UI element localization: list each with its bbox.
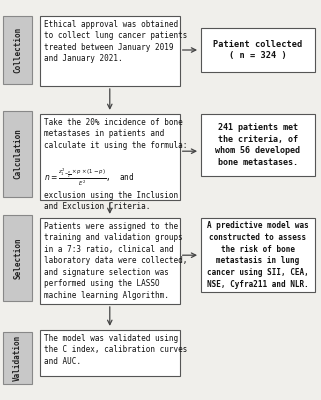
- Text: 241 patients met
the criteria, of
whom 56 developed
bone metastases.: 241 patients met the criteria, of whom 5…: [215, 123, 300, 167]
- FancyBboxPatch shape: [40, 114, 180, 200]
- FancyBboxPatch shape: [40, 330, 180, 376]
- FancyBboxPatch shape: [3, 332, 32, 384]
- Text: Validation: Validation: [13, 335, 22, 381]
- Text: Collection: Collection: [13, 27, 22, 73]
- Text: Calculation: Calculation: [13, 128, 22, 180]
- Text: A predictive model was
constructed to assess
the risk of bone
metastasis in lung: A predictive model was constructed to as…: [207, 221, 308, 289]
- Text: Patient collected
( n = 324 ): Patient collected ( n = 324 ): [213, 40, 302, 60]
- Text: The model was validated using
the C index, calibration curves
and AUC.: The model was validated using the C inde…: [44, 334, 188, 366]
- Text: Patients were assigned to the
training and validation groups
in a 7:3 ratio, cli: Patients were assigned to the training a…: [44, 222, 188, 300]
- Text: Take the 20% incidence of bone
metastases in patients and
calculate it using the: Take the 20% incidence of bone metastase…: [44, 118, 188, 211]
- FancyBboxPatch shape: [40, 16, 180, 86]
- FancyBboxPatch shape: [3, 16, 32, 84]
- FancyBboxPatch shape: [3, 215, 32, 301]
- FancyBboxPatch shape: [3, 111, 32, 197]
- Text: Ethical approval was obtained
to collect lung cancer patients
treated between Ja: Ethical approval was obtained to collect…: [44, 20, 188, 63]
- FancyBboxPatch shape: [201, 114, 315, 176]
- FancyBboxPatch shape: [40, 218, 180, 304]
- FancyBboxPatch shape: [201, 218, 315, 292]
- Text: Selection: Selection: [13, 237, 22, 279]
- FancyBboxPatch shape: [201, 28, 315, 72]
